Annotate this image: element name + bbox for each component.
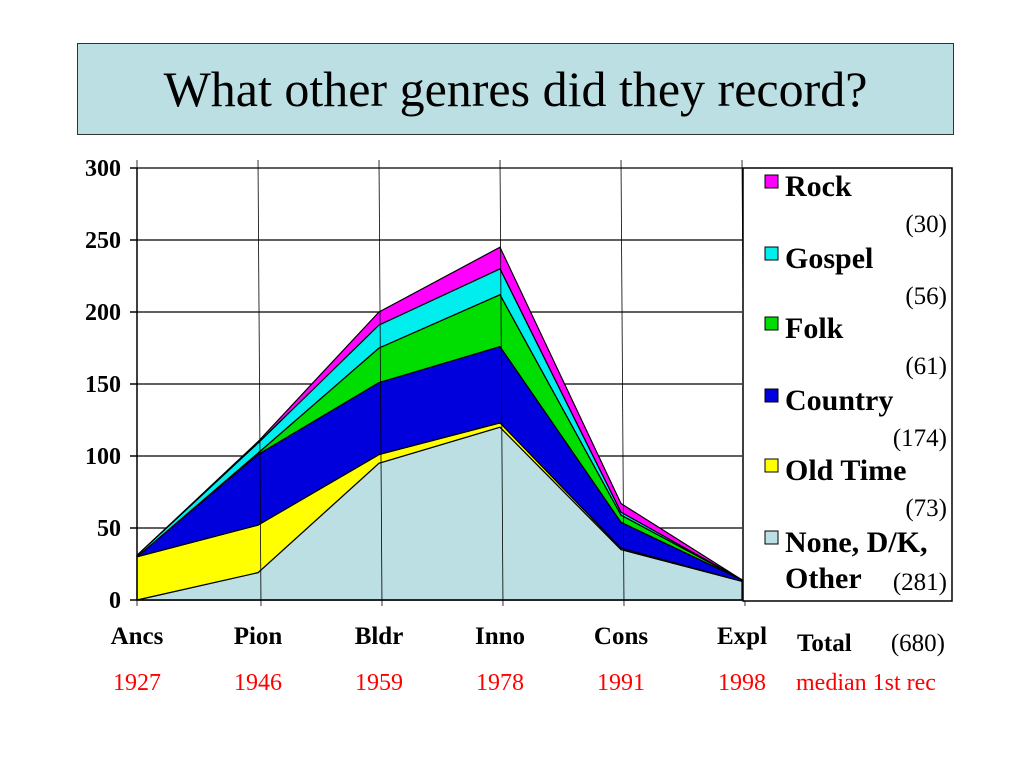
title-box: What other genres did they record? [77,43,954,135]
gridline-x-1 [257,159,262,607]
x-category-label-4: Cons [594,623,648,650]
legend-swatch-3 [764,316,779,331]
y-tick-label-3: 150 [85,372,121,398]
legend-count-3: (61) [905,353,947,380]
legend-count-0: (281) [893,569,947,596]
x-category-label-1: Pion [234,623,283,650]
legend-swatch-0 [764,530,779,545]
legend-label-1: Old Time [785,454,906,487]
legend-swatch-2 [764,388,779,403]
x-category-label-2: Bldr [355,623,404,650]
gridline-x-2 [378,159,383,607]
year-label-1: 1946 [234,670,282,696]
y-tick-label-0: 0 [109,588,121,614]
axes [130,167,742,601]
stacked-areas [136,246,743,601]
legend-label-3: Folk [785,312,844,345]
legend-label-line-1: None, D/K, [785,526,928,559]
year-label-4: 1991 [597,670,645,696]
y-tick-label-5: 250 [85,228,121,254]
total-label: Total [797,630,852,657]
x-axis-years: 1927 1946 1959 1978 1991 1998 median 1st rec [113,670,936,696]
legend-label-0: None, D/K, Other [785,526,928,595]
legend-swatch-1 [764,458,779,473]
legend-count-2: (174) [893,425,947,452]
y-tick-label-1: 50 [97,516,121,542]
legend-label-4: Gospel [785,242,873,275]
chart-title: What other genres did they record? [163,61,868,117]
y-tick-label-6: 300 [85,156,121,182]
x-category-label-0: Ancs [111,623,164,650]
legend-swatch-5 [764,174,779,189]
area-series-5 [136,246,743,581]
totals: Total (680) [797,630,945,657]
legend-label-line-2: Other [785,562,862,595]
y-tick-label-4: 200 [85,300,121,326]
y-axis-ticks: 0 50 100 150 200 250 300 [85,156,121,614]
x-axis-categories: Ancs Pion Bldr Inno Cons Expl [111,623,767,650]
x-category-label-3: Inno [475,623,525,650]
year-label-0: 1927 [113,670,161,696]
year-label-3: 1978 [476,670,524,696]
legend-count-5: (30) [905,211,947,238]
gridline-x-4 [620,159,625,607]
legend-swatch-4 [764,246,779,261]
legend-count-4: (56) [905,283,947,310]
years-caption: median 1st rec [796,670,936,696]
y-tick-label-2: 100 [85,444,121,470]
legend-box [742,167,953,602]
year-label-2: 1959 [355,670,403,696]
total-count: (680) [891,630,945,657]
legend-label-5: Rock [785,170,852,203]
year-label-5: 1998 [718,670,766,696]
legend: Rock (30) Gospel (56) Folk (61) Country(174)Ol… [742,167,953,602]
gridline-x-3 [499,159,504,607]
x-category-label-5: Expl [717,623,767,650]
legend-count-1: (73) [905,495,947,522]
legend-label-2: Country [785,384,893,417]
